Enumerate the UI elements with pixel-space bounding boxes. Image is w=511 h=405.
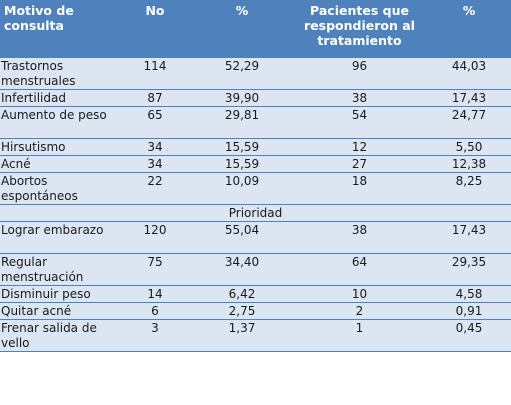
cell-motivo: Acné (0, 155, 118, 173)
header-motivo: Motivo de consulta (0, 0, 118, 58)
table-row: Hirsutismo 34 15,59 12 5,50 (0, 138, 511, 156)
cell-pacientes: 10 (292, 285, 427, 303)
header-pacientes: Pacientes que respondieron al tratamient… (292, 0, 427, 58)
section-row: Prioridad (0, 204, 511, 222)
table-row: Frenar salida de vello 3 1,37 1 0,45 (0, 319, 511, 352)
cell-motivo: Hirsutismo (0, 138, 118, 156)
header-no: No (118, 0, 192, 58)
cell-percent-respond: 0,45 (427, 319, 511, 352)
cell-no: 14 (118, 285, 192, 303)
cell-percent-respond: 5,50 (427, 138, 511, 156)
cell-motivo: Infertilidad (0, 89, 118, 107)
cell-no: 6 (118, 302, 192, 320)
cell-percent: 1,37 (192, 319, 292, 352)
cell-no: 114 (118, 57, 192, 90)
cell-percent: 55,04 (192, 221, 292, 254)
cell-pacientes: 38 (292, 221, 427, 254)
section-label-prioridad: Prioridad (0, 204, 511, 222)
table-row: Disminuir peso 14 6,42 10 4,58 (0, 285, 511, 303)
cell-percent-respond: 8,25 (427, 172, 511, 205)
cell-percent: 34,40 (192, 253, 292, 286)
cell-pacientes: 18 (292, 172, 427, 205)
cell-pacientes: 1 (292, 319, 427, 352)
header-percent-respond: % (427, 0, 511, 58)
table-row: Acné 34 15,59 27 12,38 (0, 155, 511, 173)
cell-pacientes: 54 (292, 106, 427, 139)
cell-pacientes: 27 (292, 155, 427, 173)
table-row: Abortos espontáneos 22 10,09 18 8,25 (0, 172, 511, 205)
table-row: Lograr embarazo 120 55,04 38 17,43 (0, 221, 511, 254)
cell-percent-respond: 24,77 (427, 106, 511, 139)
cell-motivo: Disminuir peso (0, 285, 118, 303)
header-percent: % (192, 0, 292, 58)
cell-percent-respond: 12,38 (427, 155, 511, 173)
cell-pacientes: 64 (292, 253, 427, 286)
cell-percent-respond: 4,58 (427, 285, 511, 303)
cell-pacientes: 2 (292, 302, 427, 320)
table-row: Infertilidad 87 39,90 38 17,43 (0, 89, 511, 107)
cell-percent: 29,81 (192, 106, 292, 139)
cell-no: 75 (118, 253, 192, 286)
cell-motivo: Regular menstruación (0, 253, 118, 286)
cell-percent-respond: 44,03 (427, 57, 511, 90)
cell-percent: 15,59 (192, 138, 292, 156)
table-row: Aumento de peso 65 29,81 54 24,77 (0, 106, 511, 139)
cell-motivo: Trastornos menstruales (0, 57, 118, 90)
cell-pacientes: 12 (292, 138, 427, 156)
table-body: Trastornos menstruales 114 52,29 96 44,0… (0, 57, 511, 352)
cell-percent: 6,42 (192, 285, 292, 303)
cell-no: 34 (118, 138, 192, 156)
cell-no: 87 (118, 89, 192, 107)
cell-percent: 39,90 (192, 89, 292, 107)
cell-motivo: Lograr embarazo (0, 221, 118, 254)
cell-percent: 2,75 (192, 302, 292, 320)
cell-motivo: Frenar salida de vello (0, 319, 118, 352)
cell-percent: 10,09 (192, 172, 292, 205)
cell-no: 22 (118, 172, 192, 205)
cell-percent: 15,59 (192, 155, 292, 173)
cell-motivo: Aumento de peso (0, 106, 118, 139)
header-row: Motivo de consulta No % Pacientes que re… (0, 0, 511, 58)
cell-no: 120 (118, 221, 192, 254)
cell-percent-respond: 17,43 (427, 89, 511, 107)
cell-no: 65 (118, 106, 192, 139)
table-row: Trastornos menstruales 114 52,29 96 44,0… (0, 57, 511, 90)
cell-pacientes: 96 (292, 57, 427, 90)
cell-percent-respond: 17,43 (427, 221, 511, 254)
cell-no: 34 (118, 155, 192, 173)
cell-percent-respond: 29,35 (427, 253, 511, 286)
cell-no: 3 (118, 319, 192, 352)
cell-percent: 52,29 (192, 57, 292, 90)
table-row: Regular menstruación 75 34,40 64 29,35 (0, 253, 511, 286)
table-row: Quitar acné 6 2,75 2 0,91 (0, 302, 511, 320)
results-table: Motivo de consulta No % Pacientes que re… (0, 0, 511, 352)
cell-motivo: Quitar acné (0, 302, 118, 320)
table-header: Motivo de consulta No % Pacientes que re… (0, 0, 511, 58)
cell-motivo: Abortos espontáneos (0, 172, 118, 205)
cell-pacientes: 38 (292, 89, 427, 107)
cell-percent-respond: 0,91 (427, 302, 511, 320)
